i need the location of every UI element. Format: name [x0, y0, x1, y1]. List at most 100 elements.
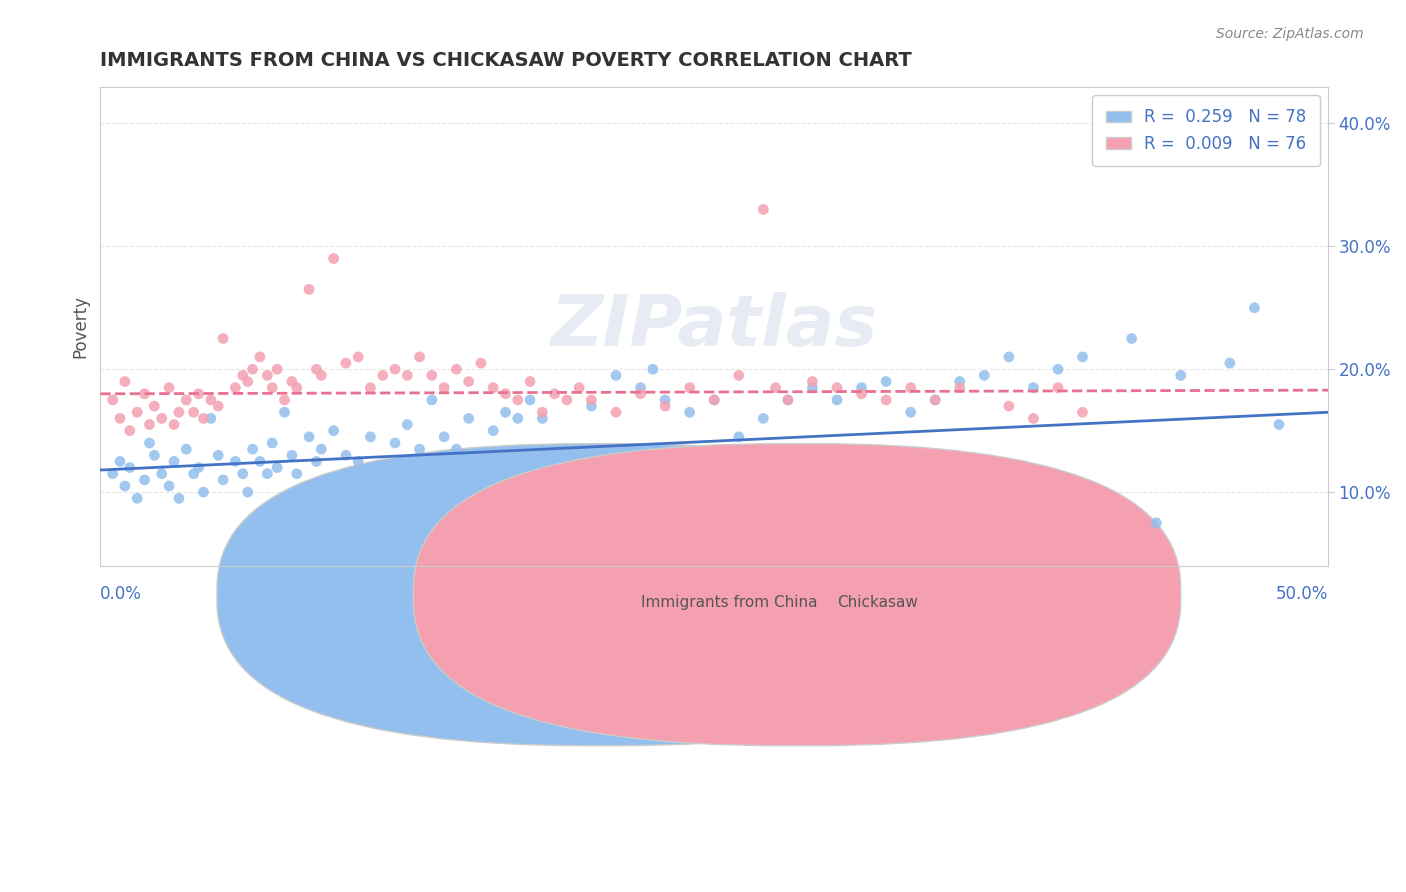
- Point: [183, 467, 205, 481]
- Point: [157, 479, 180, 493]
- Point: [924, 392, 946, 407]
- Point: [776, 392, 799, 407]
- Text: ZIPatlas: ZIPatlas: [551, 292, 877, 360]
- Point: [851, 381, 873, 395]
- Point: [187, 460, 209, 475]
- Point: [298, 430, 321, 444]
- Point: [232, 368, 254, 383]
- Point: [157, 381, 180, 395]
- Point: [138, 436, 160, 450]
- Point: [519, 392, 541, 407]
- Point: [998, 350, 1021, 364]
- Point: [1046, 381, 1069, 395]
- Point: [174, 392, 197, 407]
- Y-axis label: Poverty: Poverty: [72, 294, 89, 358]
- Text: IMMIGRANTS FROM CHINA VS CHICKASAW POVERTY CORRELATION CHART: IMMIGRANTS FROM CHINA VS CHICKASAW POVER…: [100, 51, 912, 70]
- Point: [543, 387, 565, 401]
- Point: [605, 368, 627, 383]
- FancyBboxPatch shape: [413, 443, 1181, 746]
- Point: [1219, 356, 1241, 370]
- Point: [457, 375, 479, 389]
- Point: [408, 442, 430, 457]
- Point: [900, 381, 922, 395]
- Point: [187, 387, 209, 401]
- Point: [101, 467, 124, 481]
- Point: [183, 405, 205, 419]
- Text: Source: ZipAtlas.com: Source: ZipAtlas.com: [1216, 27, 1364, 41]
- Point: [212, 331, 235, 345]
- Point: [207, 399, 229, 413]
- Point: [555, 392, 578, 407]
- Point: [335, 448, 357, 462]
- Point: [224, 454, 246, 468]
- Point: [285, 467, 308, 481]
- Point: [776, 392, 799, 407]
- Point: [138, 417, 160, 432]
- Point: [1170, 368, 1192, 383]
- Point: [506, 411, 529, 425]
- Point: [1121, 331, 1143, 345]
- Point: [949, 381, 972, 395]
- Point: [973, 491, 995, 506]
- Point: [801, 375, 824, 389]
- Point: [200, 411, 222, 425]
- Point: [285, 381, 308, 395]
- Point: [273, 392, 295, 407]
- Point: [851, 387, 873, 401]
- Text: 50.0%: 50.0%: [1275, 585, 1329, 603]
- Point: [495, 405, 517, 419]
- Point: [924, 392, 946, 407]
- Point: [825, 381, 848, 395]
- Point: [605, 405, 627, 419]
- Point: [150, 411, 173, 425]
- Point: [163, 454, 186, 468]
- FancyBboxPatch shape: [217, 443, 984, 746]
- Point: [1268, 417, 1291, 432]
- Point: [384, 362, 406, 376]
- Point: [495, 387, 517, 401]
- Text: 0.0%: 0.0%: [100, 585, 142, 603]
- Point: [143, 399, 166, 413]
- Point: [446, 362, 468, 376]
- Point: [408, 350, 430, 364]
- Point: [242, 442, 264, 457]
- Point: [236, 485, 259, 500]
- Point: [1144, 516, 1167, 530]
- Point: [433, 381, 456, 395]
- Point: [232, 467, 254, 481]
- Point: [396, 368, 419, 383]
- Point: [581, 399, 603, 413]
- Point: [167, 491, 190, 506]
- Point: [371, 460, 394, 475]
- Point: [359, 430, 381, 444]
- Point: [281, 448, 304, 462]
- Point: [174, 442, 197, 457]
- Point: [998, 399, 1021, 413]
- Point: [305, 454, 328, 468]
- Point: [322, 252, 344, 266]
- Point: [242, 362, 264, 376]
- Point: [114, 479, 136, 493]
- Point: [482, 381, 505, 395]
- Point: [127, 405, 149, 419]
- Point: [266, 362, 288, 376]
- Point: [200, 392, 222, 407]
- Point: [262, 436, 284, 450]
- Point: [134, 473, 156, 487]
- Point: [1022, 381, 1045, 395]
- Point: [470, 356, 492, 370]
- Legend: R =  0.259   N = 78, R =  0.009   N = 76: R = 0.259 N = 78, R = 0.009 N = 76: [1092, 95, 1320, 166]
- Text: Chickasaw: Chickasaw: [837, 595, 918, 609]
- Point: [347, 454, 370, 468]
- Point: [531, 405, 554, 419]
- Point: [273, 405, 295, 419]
- Point: [727, 368, 749, 383]
- Point: [212, 473, 235, 487]
- Point: [322, 424, 344, 438]
- Point: [249, 454, 271, 468]
- Point: [581, 392, 603, 407]
- Point: [875, 375, 897, 389]
- Point: [679, 405, 702, 419]
- Point: [900, 405, 922, 419]
- Point: [207, 448, 229, 462]
